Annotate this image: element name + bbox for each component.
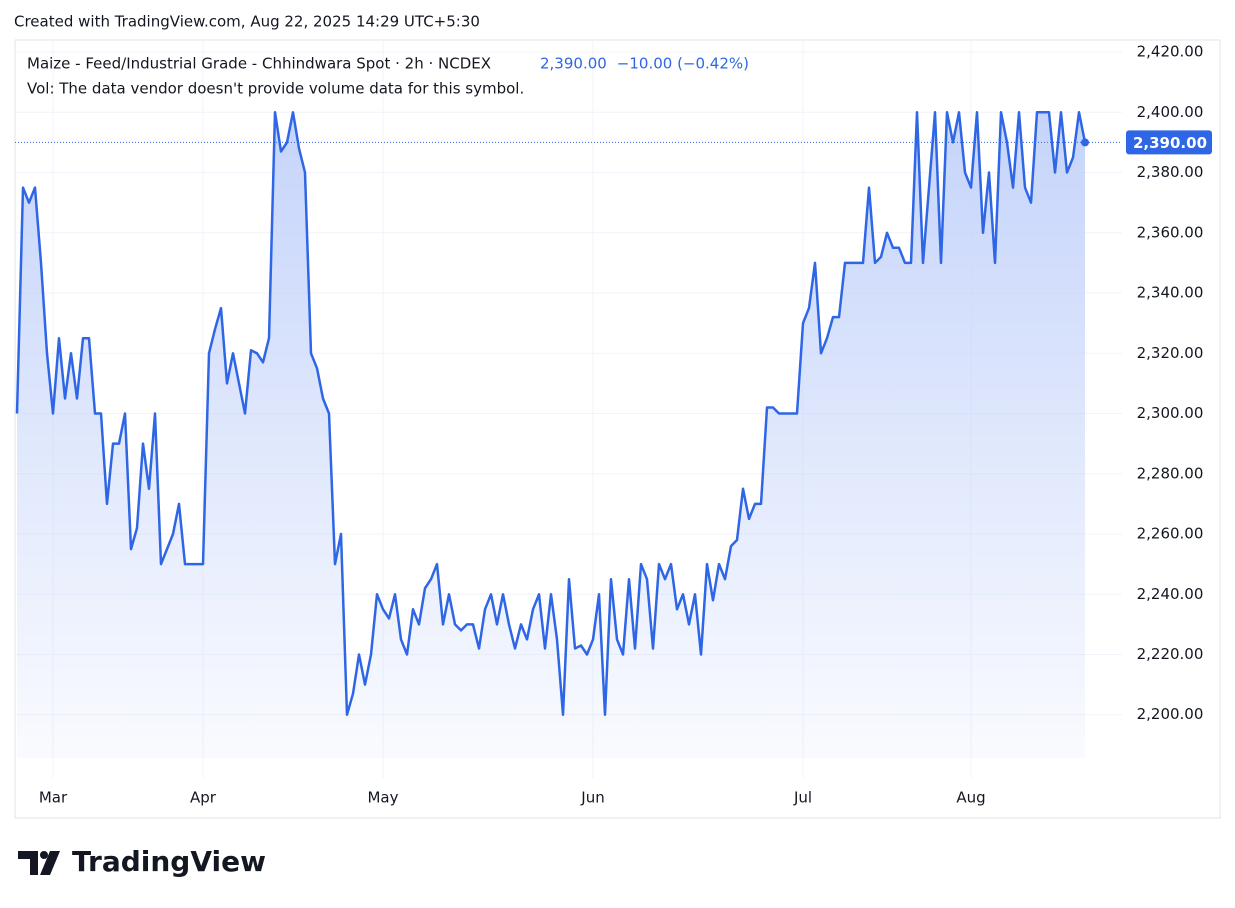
volume-note: Vol: The data vendor doesn't provide vol…	[27, 80, 524, 98]
area-fill	[17, 112, 1085, 759]
logo-text: TradingView	[72, 845, 266, 878]
y-tick-label: 2,420.00	[1137, 43, 1204, 61]
y-tick-label: 2,260.00	[1137, 525, 1204, 543]
y-tick-label: 2,340.00	[1137, 284, 1204, 302]
x-tick-label: Jul	[793, 789, 812, 807]
symbol-title: Maize - Feed/Industrial Grade - Chhindwa…	[27, 55, 491, 73]
y-tick-label: 2,320.00	[1137, 344, 1204, 362]
y-tick-label: 2,220.00	[1137, 645, 1204, 663]
price: 2,390.00	[540, 55, 607, 73]
x-tick-label: Aug	[956, 789, 985, 807]
y-tick-label: 2,300.00	[1137, 404, 1204, 422]
x-tick-label: Mar	[39, 789, 68, 807]
y-tick-label: 2,380.00	[1137, 163, 1204, 181]
y-tick-label: 2,200.00	[1137, 705, 1204, 723]
x-tick-label: Jun	[580, 789, 604, 807]
y-tick-label: 2,360.00	[1137, 223, 1204, 241]
credit: Created with TradingView.com, Aug 22, 20…	[14, 13, 480, 31]
price-line	[15, 111, 1087, 716]
frame	[14, 39, 1221, 819]
x-tick-label: May	[367, 789, 398, 807]
last-price-box	[1126, 130, 1212, 155]
y-tick-label: 2,280.00	[1137, 464, 1204, 482]
y-tick-label: 2,240.00	[1137, 585, 1204, 603]
logo: TradingView	[18, 845, 266, 878]
last-point	[1081, 138, 1089, 147]
y-tick-label: 2,400.00	[1137, 103, 1204, 121]
last-price-label: 2,390.00	[1133, 134, 1207, 152]
x-tick-label: Apr	[190, 789, 217, 807]
change: −10.00 (−0.42%)	[617, 55, 749, 73]
